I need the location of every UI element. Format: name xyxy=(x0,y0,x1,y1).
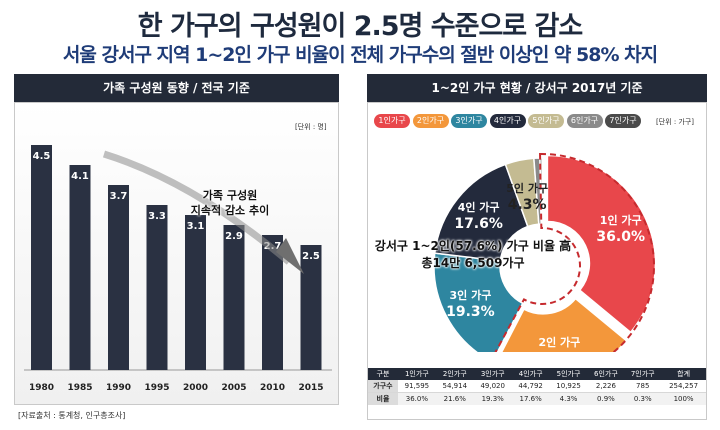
table-cell: 10,925 xyxy=(549,380,588,393)
table-cell: 36.0% xyxy=(397,392,436,405)
bar xyxy=(300,245,322,370)
bar-value-label: 2.5 xyxy=(302,251,320,262)
slice-name: 2인 가구 xyxy=(538,336,581,350)
page-title: 한 가구의 구성원이 2.5명 수준으로 감소 xyxy=(137,11,583,42)
table-cell: 785 xyxy=(624,380,662,393)
table-header-cell: 2인가구 xyxy=(435,368,474,380)
donut-slice xyxy=(500,297,628,352)
table-cell: 가구수 xyxy=(368,380,398,393)
table-cell: 54,914 xyxy=(435,380,474,393)
slice-name: 4인 가구 xyxy=(457,200,500,214)
donut-slice xyxy=(433,252,524,352)
legend-item: 3인가구 xyxy=(451,114,487,128)
donut-chart xyxy=(433,153,657,352)
bar-chart: 4.5 1980 4.1 1985 3.7 1990 3.3 1995 3.1 2000 2.9 20… xyxy=(24,145,332,393)
trend-annotation: 가족 구성원 지속적 감소 추이 xyxy=(180,188,280,218)
table-cell: 19.3% xyxy=(473,392,512,405)
donut-slice xyxy=(433,163,529,262)
bar xyxy=(31,145,52,370)
slice-percent: 19.3% xyxy=(446,303,495,320)
table-header-cell: 1인가구 xyxy=(397,368,436,380)
table-header-row: 구분 1인가구 2인가구 3인가구 4인가구 5인가구 6인가구 7인가구 합계 xyxy=(368,368,706,380)
legend-item: 2인가구 xyxy=(412,114,449,128)
slice-label: 4인 가구 17.6% xyxy=(447,200,511,232)
legend-item: 4인가구 xyxy=(489,114,526,128)
legend-item: 7인가구 xyxy=(605,114,641,128)
bar-value-label: 3.1 xyxy=(187,221,205,232)
bar-value-label: 3.7 xyxy=(110,191,128,202)
legend-item: 5인가구 xyxy=(528,114,564,128)
table-row: 가구수 91,595 54,914 49,020 44,792 10,925 2,226 78… xyxy=(368,380,706,393)
slice-name: 1인 가구 xyxy=(599,213,642,227)
table-cell: 100% xyxy=(661,392,706,405)
bar xyxy=(69,165,91,370)
callout-line1: 강서구 1~2인(57.6%) 가구 비율 高 xyxy=(374,239,572,253)
table-header-cell: 7인가구 xyxy=(624,368,662,380)
table-cell: 비율 xyxy=(368,392,398,405)
table-row: 비율 36.0% 21.6% 19.3% 17.6% 4.3% 0.9% 0.3% 100% xyxy=(368,392,706,405)
bar xyxy=(262,235,283,370)
table-header-cell: 6인가구 xyxy=(587,368,625,380)
slice-label: 2인 가구 21.6% xyxy=(527,335,591,367)
table-header-cell: 4인가구 xyxy=(511,368,550,380)
left-panel-heading: 가족 구성원 동향 / 전국 기준 xyxy=(14,74,339,102)
slice-percent: 21.6% xyxy=(535,351,584,368)
right-panel-heading: 1~2인 가구 현황 / 강서구 2017년 기준 xyxy=(367,74,707,102)
table-cell: 4.3% xyxy=(549,392,588,405)
bar-value-label: 4.5 xyxy=(33,151,51,162)
table-header-cell: 3인가구 xyxy=(473,368,512,380)
x-tick-label: 1995 xyxy=(144,383,169,393)
table-cell: 91,595 xyxy=(397,380,436,393)
table-header-cell: 구분 xyxy=(368,368,398,380)
x-tick-label: 1980 xyxy=(29,383,54,393)
trend-arrow xyxy=(102,150,292,265)
household-table: 구분 1인가구 2인가구 3인가구 4인가구 5인가구 6인가구 7인가구 합계 가구수 91,59… xyxy=(368,368,706,405)
right-unit-label: [단위 : 가구] xyxy=(656,118,695,126)
bar xyxy=(223,225,245,370)
x-tick-label: 2010 xyxy=(260,383,285,393)
callout: 강서구 1~2인(57.6%) 가구 비율 高 총14만 6,509가구 xyxy=(368,238,578,272)
slice-label: 1인 가구 36.0% xyxy=(589,213,653,245)
trend-arrow-head xyxy=(276,238,304,274)
slice-name: 5인 가구 xyxy=(506,181,549,195)
table-cell: 17.6% xyxy=(511,392,550,405)
left-unit-label: [단위 : 명] xyxy=(295,123,327,131)
bar xyxy=(185,215,206,370)
table-cell: 49,020 xyxy=(473,380,512,393)
x-tick-label: 1985 xyxy=(67,383,92,393)
page-subtitle: 서울 강서구 지역 1~2인 가구 비율이 전체 가구수의 절반 이상인 약 5… xyxy=(62,44,658,66)
highlight-outline xyxy=(494,153,655,352)
bar xyxy=(146,205,168,370)
trend-annotation-line2: 지속적 감소 추이 xyxy=(190,204,270,217)
source-note: [자료출처 : 통계청, 인구총조사] xyxy=(18,411,126,420)
legend-item: 1인가구 xyxy=(374,114,410,128)
table-header-cell: 합계 xyxy=(661,368,706,380)
slice-name: 3인 가구 xyxy=(449,288,492,302)
bar xyxy=(108,185,129,370)
table-cell: 2,226 xyxy=(587,380,625,393)
legend-item: 6인가구 xyxy=(566,114,603,128)
bar-value-label: 4.1 xyxy=(71,171,89,182)
x-tick-label: 2015 xyxy=(298,383,323,393)
callout-line2: 총14만 6,509가구 xyxy=(421,256,525,270)
table-header-cell: 5인가구 xyxy=(549,368,588,380)
slice-percent: 17.6% xyxy=(454,215,503,232)
slice-label: 3인 가구 19.3% xyxy=(438,288,502,320)
table-cell: 0.9% xyxy=(587,392,625,405)
bar-value-label: 3.3 xyxy=(148,211,166,222)
table-cell: 254,257 xyxy=(661,380,706,393)
x-tick-label: 2005 xyxy=(221,383,246,393)
table-cell: 21.6% xyxy=(435,392,474,405)
x-tick-label: 2000 xyxy=(183,383,208,393)
slice-percent: 36.0% xyxy=(596,228,645,245)
table-cell: 44,792 xyxy=(511,380,550,393)
table-cell: 0.3% xyxy=(624,392,662,405)
slice-percent: 4.3% xyxy=(507,196,547,213)
trend-annotation-line1: 가족 구성원 xyxy=(202,189,258,202)
bar-value-label: 2.9 xyxy=(225,231,243,242)
slice-label: 5인 가구 4.3% xyxy=(495,181,559,213)
x-tick-label: 1990 xyxy=(106,383,131,393)
